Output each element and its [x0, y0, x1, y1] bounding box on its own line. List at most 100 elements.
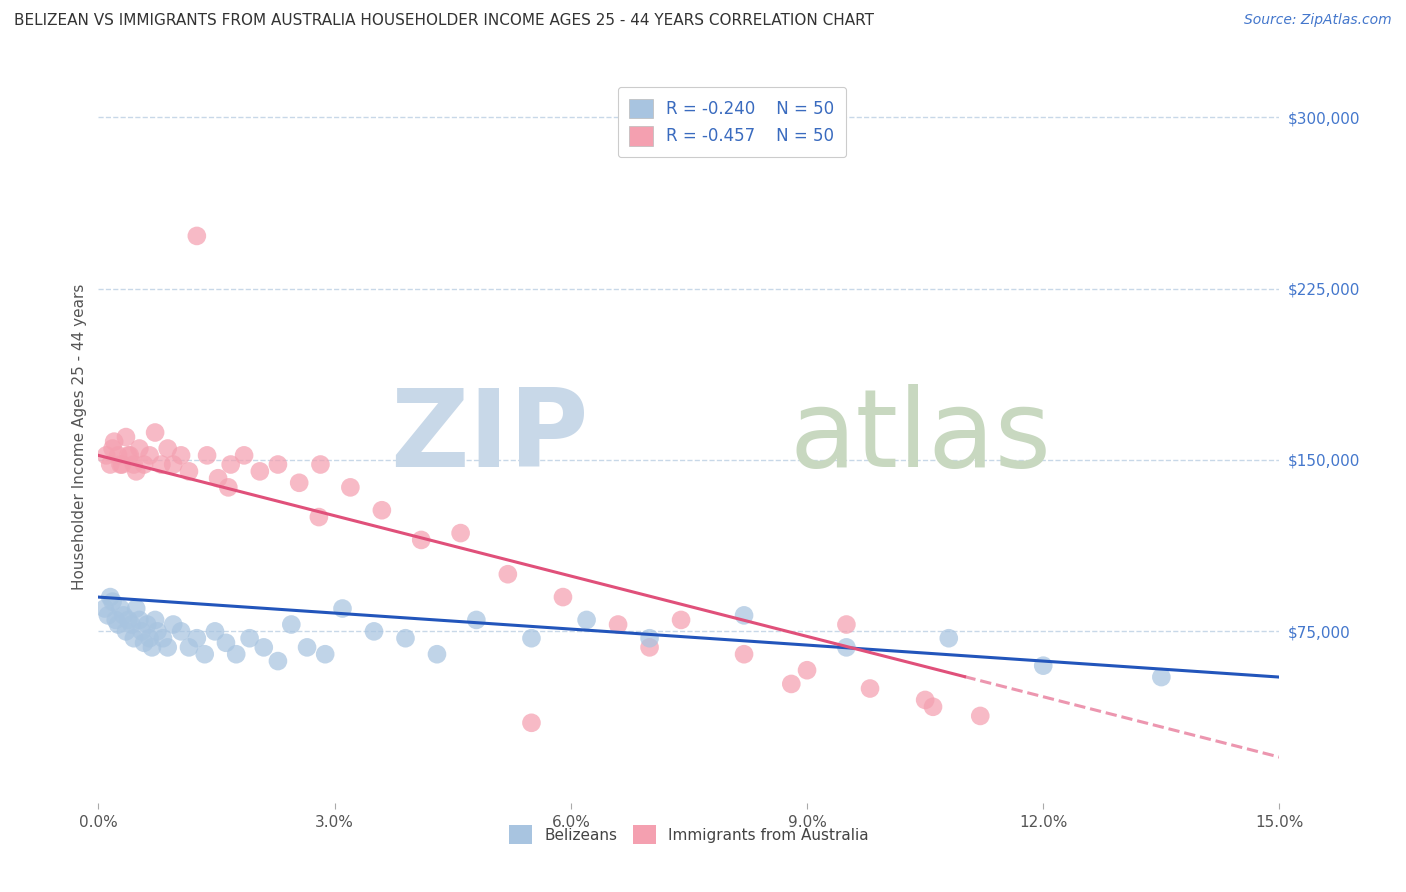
Point [215, 636, 238, 650]
Point [835, 640, 858, 655]
Point [121, 617, 143, 632]
Point [207, 471, 229, 485]
Point [280, 617, 302, 632]
Point [859, 681, 882, 696]
Point [217, 480, 239, 494]
Point [204, 624, 226, 639]
Point [969, 709, 991, 723]
Point [638, 640, 661, 655]
Point [177, 464, 200, 478]
Point [103, 434, 125, 449]
Point [117, 448, 139, 462]
Point [219, 458, 242, 472]
Point [411, 533, 433, 547]
Point [128, 442, 150, 456]
Point [1150, 670, 1173, 684]
Point [143, 613, 166, 627]
Text: atlas: atlas [789, 384, 1052, 490]
Point [97, 608, 120, 623]
Point [125, 464, 148, 478]
Point [835, 617, 858, 632]
Point [162, 458, 184, 472]
Point [363, 624, 385, 639]
Point [98, 590, 121, 604]
Point [314, 647, 336, 661]
Point [170, 448, 193, 462]
Point [110, 458, 132, 472]
Point [112, 608, 135, 623]
Point [111, 458, 134, 472]
Text: ZIP: ZIP [389, 384, 589, 490]
Point [115, 430, 138, 444]
Point [96, 448, 118, 462]
Point [131, 624, 153, 639]
Point [177, 640, 200, 655]
Point [575, 613, 598, 627]
Point [295, 640, 318, 655]
Point [132, 458, 155, 472]
Point [253, 640, 276, 655]
Point [239, 632, 262, 646]
Text: Source: ZipAtlas.com: Source: ZipAtlas.com [1244, 13, 1392, 28]
Point [465, 613, 488, 627]
Point [107, 617, 129, 632]
Point [101, 442, 124, 456]
Point [107, 448, 129, 462]
Point [233, 448, 256, 462]
Point [496, 567, 519, 582]
Point [122, 458, 145, 472]
Y-axis label: Householder Income Ages 25 - 44 years: Householder Income Ages 25 - 44 years [72, 284, 87, 591]
Point [733, 647, 755, 661]
Point [170, 624, 193, 639]
Point [186, 228, 208, 243]
Point [450, 526, 472, 541]
Point [332, 601, 354, 615]
Point [186, 632, 208, 646]
Point [638, 632, 661, 646]
Point [426, 647, 449, 661]
Point [1032, 658, 1054, 673]
Point [93, 601, 115, 615]
Point [141, 640, 163, 655]
Point [104, 613, 127, 627]
Point [267, 458, 290, 472]
Point [152, 632, 174, 646]
Point [308, 510, 330, 524]
Point [780, 677, 803, 691]
Point [914, 693, 936, 707]
Point [339, 480, 361, 494]
Point [122, 632, 145, 646]
Point [194, 647, 217, 661]
Point [156, 640, 179, 655]
Point [669, 613, 692, 627]
Point [136, 617, 159, 632]
Point [128, 613, 150, 627]
Point [138, 632, 160, 646]
Point [288, 475, 311, 490]
Point [110, 601, 132, 615]
Point [150, 458, 173, 472]
Point [796, 663, 818, 677]
Point [249, 464, 271, 478]
Point [146, 624, 169, 639]
Point [162, 617, 184, 632]
Point [195, 448, 218, 462]
Point [371, 503, 394, 517]
Point [267, 654, 290, 668]
Point [309, 458, 332, 472]
Point [118, 448, 141, 462]
Point [132, 636, 155, 650]
Point [117, 613, 139, 627]
Point [520, 632, 543, 646]
Text: BELIZEAN VS IMMIGRANTS FROM AUSTRALIA HOUSEHOLDER INCOME AGES 25 - 44 YEARS CORR: BELIZEAN VS IMMIGRANTS FROM AUSTRALIA HO… [14, 13, 875, 29]
Point [551, 590, 574, 604]
Point [922, 699, 945, 714]
Legend: Belizeans, Immigrants from Australia: Belizeans, Immigrants from Australia [503, 819, 875, 850]
Point [115, 624, 138, 639]
Point [156, 442, 179, 456]
Point [394, 632, 416, 646]
Point [138, 448, 160, 462]
Point [225, 647, 247, 661]
Point [125, 601, 148, 615]
Point [938, 632, 960, 646]
